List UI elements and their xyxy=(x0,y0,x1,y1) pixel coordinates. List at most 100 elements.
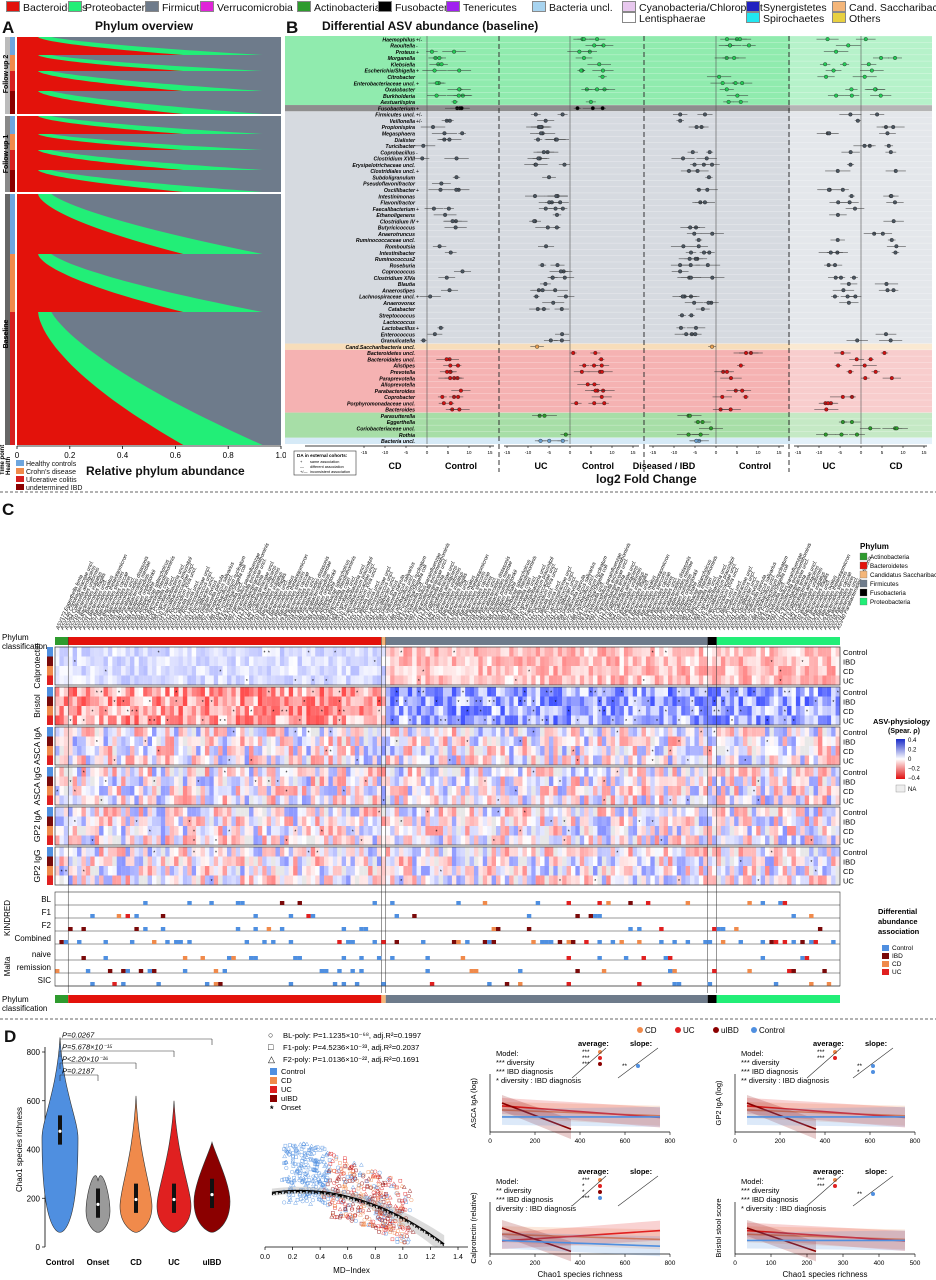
heatmap-cell xyxy=(129,807,135,817)
significance-star: * xyxy=(484,780,486,786)
heatmap-cell xyxy=(354,706,360,716)
heatmap-cell xyxy=(570,647,576,657)
heatmap-cell xyxy=(204,666,210,676)
heatmap-cell xyxy=(813,795,819,806)
heatmap-cell xyxy=(271,755,276,766)
heatmap-cell xyxy=(249,786,254,796)
heatmap-cell xyxy=(438,795,444,806)
heatmap-cell xyxy=(460,727,466,737)
taxon-label: Erysipelotrichaceae uncl. xyxy=(352,163,415,169)
heatmap-cell xyxy=(134,746,139,756)
heatmap-cell xyxy=(557,715,563,726)
heatmap-cell xyxy=(548,746,554,756)
heatmap-cell xyxy=(504,826,510,836)
heatmap-cell xyxy=(354,755,360,766)
heatmap-cell xyxy=(253,826,258,836)
heatmap-cell xyxy=(129,786,135,796)
heatmap-cell xyxy=(156,776,161,787)
heatmap-cell xyxy=(324,696,329,707)
heatmap-cell xyxy=(169,795,175,806)
heatmap-cell xyxy=(174,776,179,787)
heatmap-cell xyxy=(204,687,210,697)
heatmap-cell xyxy=(593,746,598,756)
heatmap-cell xyxy=(116,816,122,827)
heatmap-cell xyxy=(398,786,404,796)
heatmap-cell xyxy=(645,755,651,766)
heatmap-cell xyxy=(434,706,439,716)
heatmap-cell xyxy=(271,786,276,796)
heatmap-cell xyxy=(407,826,413,836)
heatmap-cell xyxy=(81,795,86,806)
heatmap-cell xyxy=(63,776,69,787)
heatmap-cell xyxy=(169,776,175,787)
heatmap-cell xyxy=(94,715,100,726)
fold-change-point xyxy=(540,288,545,293)
heatmap-cell xyxy=(491,727,497,737)
significance-star: * xyxy=(713,710,715,716)
row-label: Control xyxy=(843,768,868,777)
group-label: Baseline xyxy=(3,319,10,348)
heatmap-cell xyxy=(209,666,214,676)
heatmap-cell xyxy=(509,656,514,667)
heatmap-cell xyxy=(398,706,404,716)
heatmap-cell xyxy=(191,736,197,747)
heatmap-cell xyxy=(288,656,294,667)
heatmap-cell xyxy=(284,835,289,846)
heatmap-cell xyxy=(526,666,532,676)
heatmap-cell xyxy=(434,807,439,817)
heatmap-cell xyxy=(676,736,682,747)
heatmap-cell xyxy=(398,826,404,836)
heatmap-cell xyxy=(407,706,413,716)
heatmap-cell xyxy=(822,776,827,787)
legend-swatch xyxy=(378,1,392,12)
heatmap-cell xyxy=(412,727,417,737)
heatmap-cell xyxy=(213,786,219,796)
heatmap-cell xyxy=(103,706,109,716)
heatmap-cell xyxy=(787,647,792,657)
heatmap-cell xyxy=(593,776,598,787)
heatmap-cell xyxy=(685,776,691,787)
heatmap-cell xyxy=(751,786,757,796)
heatmap-cell xyxy=(174,746,179,756)
heatmap-cell xyxy=(575,727,580,737)
heatmap-cell xyxy=(112,786,117,796)
heatmap-cell xyxy=(310,647,316,657)
fold-change-point xyxy=(560,112,565,117)
heatmap-cell xyxy=(641,687,647,697)
heatmap-cell xyxy=(169,647,175,657)
heatmap-cell xyxy=(368,816,373,827)
heatmap-cell xyxy=(566,647,572,657)
heatmap-cell xyxy=(734,696,739,707)
heatmap-cell xyxy=(787,656,792,667)
heatmap-cell xyxy=(121,736,126,747)
heatmap-cell xyxy=(813,826,819,836)
fold-change-point xyxy=(704,156,709,161)
significance-star: * xyxy=(475,700,477,706)
heatmap-cell xyxy=(637,666,642,676)
heatmap-cell xyxy=(337,675,342,686)
heatmap-cell xyxy=(773,656,779,667)
heatmap-cell xyxy=(729,795,735,806)
fold-change-point xyxy=(538,125,543,130)
heatmap-cell xyxy=(672,727,677,737)
heatmap-cell xyxy=(310,835,316,846)
heatmap-cell xyxy=(160,687,166,697)
heatmap-cell xyxy=(769,706,774,716)
legend-marker: — xyxy=(300,464,304,469)
heatmap-cell xyxy=(676,755,682,766)
heatmap-cell xyxy=(434,816,439,827)
heatmap-cell xyxy=(68,656,73,667)
heatmap-cell xyxy=(500,767,505,777)
heatmap-cell xyxy=(416,816,422,827)
heatmap-cell xyxy=(63,807,69,817)
heatmap-cell xyxy=(310,807,316,817)
heatmap-cell xyxy=(306,675,311,686)
heatmap-cell xyxy=(324,807,329,817)
heatmap-cell xyxy=(368,666,373,676)
heatmap-cell xyxy=(169,736,175,747)
heatmap-cell xyxy=(473,696,479,707)
heatmap-cell xyxy=(460,807,466,817)
row-label: UC xyxy=(843,757,854,766)
heatmap-cell xyxy=(68,706,73,716)
heatmap-cell xyxy=(235,826,241,836)
